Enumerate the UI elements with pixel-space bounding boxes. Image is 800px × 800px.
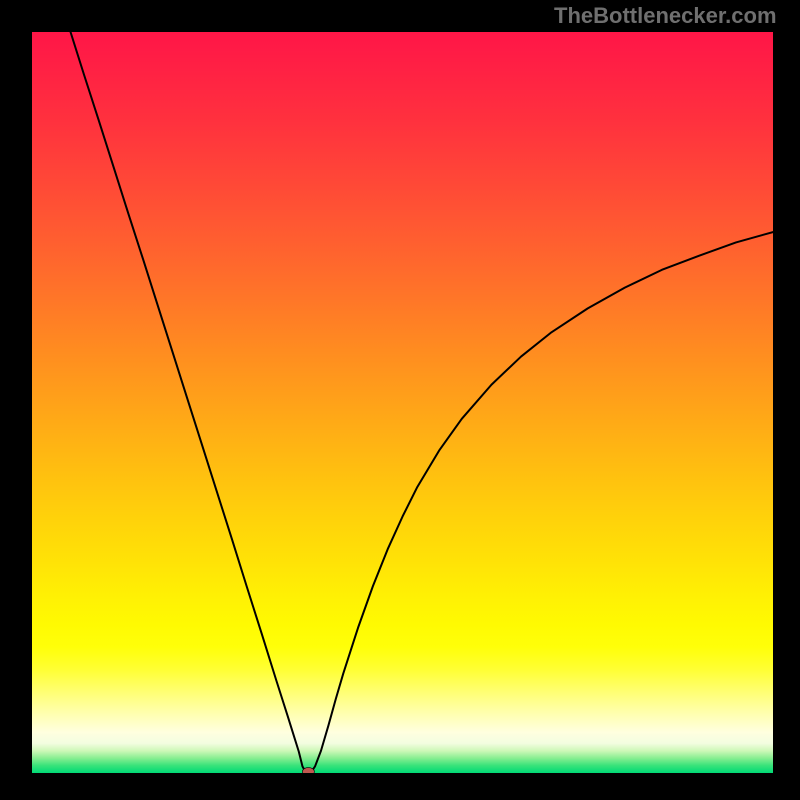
gradient-background	[32, 32, 773, 773]
bottleneck-chart: TheBottlenecker.com	[0, 0, 800, 800]
plot-svg	[32, 32, 773, 773]
watermark-text: TheBottlenecker.com	[554, 3, 777, 29]
minimum-marker	[302, 768, 314, 773]
